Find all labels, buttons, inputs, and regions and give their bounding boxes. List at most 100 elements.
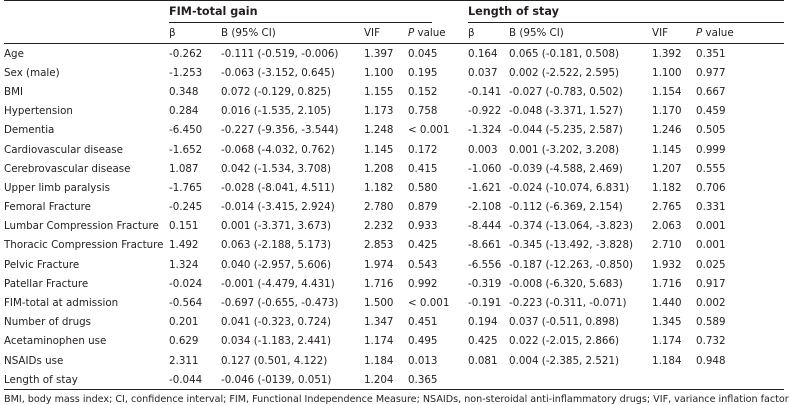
table-row: BMI 0.348 0.072 (-0.129, 0.825) 1.155 0.… xyxy=(4,82,784,101)
row-label: Lumbar Compression Fracture xyxy=(4,220,159,233)
table-row: Cardiovascular disease -1.652 -0.068 (-4… xyxy=(4,140,784,159)
header-los-p-value: P value xyxy=(696,22,785,44)
los-b-ci: 0.065 (-0.181, 0.508) xyxy=(509,47,620,60)
fim-p-value: 0.879 xyxy=(408,201,438,214)
fim-b-ci: 0.001 (-3.371, 3.673) xyxy=(221,220,332,233)
los-p-value: 0.001 xyxy=(696,220,726,233)
fim-beta: -0.024 xyxy=(169,277,203,290)
header-fim-vif: VIF xyxy=(364,22,408,44)
los-vif: 1.716 xyxy=(652,277,682,290)
table-row: Femoral Fracture -0.245 -0.014 (-3.415, … xyxy=(4,198,784,217)
los-b-ci: -0.187 (-12.263, -0.850) xyxy=(509,258,634,271)
fim-vif: 1.397 xyxy=(364,47,394,60)
los-beta: -0.319 xyxy=(468,277,502,290)
los-b-ci: -0.112 (-6.369, 2.154) xyxy=(509,201,623,214)
fim-vif: 1.145 xyxy=(364,143,394,156)
fim-vif: 1.974 xyxy=(364,258,394,271)
table-row: Number of drugs 0.201 0.041 (-0.323, 0.7… xyxy=(4,313,784,332)
los-beta: -0.141 xyxy=(468,85,502,98)
fim-beta: -0.044 xyxy=(169,370,221,391)
regression-table-container: FIM-total gain Length of stay β B (95% C… xyxy=(4,0,789,405)
row-label: Cerebrovascular disease xyxy=(4,162,131,175)
los-p-value: 0.001 xyxy=(696,239,726,252)
los-p-value: 0.002 xyxy=(696,297,726,310)
table-row: Upper limb paralysis -1.765 -0.028 (-8.0… xyxy=(4,178,784,197)
los-b-ci: 0.002 (-2.522, 2.595) xyxy=(509,66,620,79)
fim-vif: 2.232 xyxy=(364,220,394,233)
los-vif: 2.063 xyxy=(652,220,682,233)
los-p-value: 0.505 xyxy=(696,124,726,137)
fim-vif: 1.716 xyxy=(364,277,394,290)
fim-vif: 1.100 xyxy=(364,66,394,79)
fim-beta: 2.311 xyxy=(169,354,199,367)
los-beta: 0.081 xyxy=(468,354,498,367)
los-p-value: 0.977 xyxy=(696,66,726,79)
fim-p-value: 0.758 xyxy=(408,105,438,118)
fim-p-value: 0.933 xyxy=(408,220,438,233)
row-label: Number of drugs xyxy=(4,316,92,329)
los-b-ci xyxy=(509,370,653,391)
los-vif: 1.440 xyxy=(652,297,682,310)
fim-p-value: 0.013 xyxy=(408,354,438,367)
table-row: Acetaminophen use 0.629 0.034 (-1.183, 2… xyxy=(4,332,784,351)
los-beta: 0.003 xyxy=(468,143,498,156)
row-label: Thoracic Compression Fracture xyxy=(4,239,164,252)
fim-vif: 1.500 xyxy=(364,297,394,310)
table-row: Dementia -6.450 -0.227 (-9.356, -3.544) … xyxy=(4,121,784,140)
fim-beta: -0.262 xyxy=(169,47,203,60)
fim-beta: -1.652 xyxy=(169,143,203,156)
table-body: Age -0.262 -0.111 (-0.519, -0.006) 1.397… xyxy=(4,44,785,391)
los-b-ci: -0.044 (-5.235, 2.587) xyxy=(509,124,623,137)
column-header-row: β B (95% CI) VIF P value β B (95% CI) VI… xyxy=(4,22,785,44)
los-p-value: 0.667 xyxy=(696,85,726,98)
fim-b-ci: 0.072 (-0.129, 0.825) xyxy=(221,85,332,98)
fim-b-ci: 0.016 (-1.535, 2.105) xyxy=(221,105,332,118)
los-b-ci: 0.037 (-0.511, 0.898) xyxy=(509,316,620,329)
los-vif: 2.710 xyxy=(652,239,682,252)
fim-beta: 1.492 xyxy=(169,239,199,252)
header-los-b-ci: B (95% CI) xyxy=(509,22,653,44)
los-beta: 0.164 xyxy=(468,47,498,60)
table-row: Lumbar Compression Fracture 0.151 0.001 … xyxy=(4,217,784,236)
fim-beta: -0.245 xyxy=(169,201,203,214)
fim-vif: 1.182 xyxy=(364,181,394,194)
los-vif: 1.100 xyxy=(652,66,682,79)
header-los-beta: β xyxy=(468,22,510,44)
header-los-vif: VIF xyxy=(652,22,697,44)
los-vif: 1.182 xyxy=(652,181,682,194)
los-b-ci: 0.004 (-2.385, 2.521) xyxy=(509,354,620,367)
header-fim-p-value: P value xyxy=(408,22,469,44)
fim-b-ci: -0.697 (-0.655, -0.473) xyxy=(221,297,339,310)
regression-table: FIM-total gain Length of stay β B (95% C… xyxy=(4,1,785,391)
fim-b-ci: -0.063 (-3.152, 0.645) xyxy=(221,66,335,79)
los-b-ci: -0.345 (-13.492, -3.828) xyxy=(509,239,634,252)
fim-p-value: 0.045 xyxy=(408,47,438,60)
los-p-value: 0.999 xyxy=(696,143,726,156)
fim-beta: -0.564 xyxy=(169,297,203,310)
fim-p-value: 0.415 xyxy=(408,162,438,175)
table-footnote: BMI, body mass index; CI, confidence int… xyxy=(4,394,789,405)
los-b-ci: -0.374 (-13.064, -3.823) xyxy=(509,220,634,233)
los-b-ci: -0.008 (-6.320, 5.683) xyxy=(509,277,623,290)
los-beta: -8.661 xyxy=(468,239,502,252)
table-row: Thoracic Compression Fracture 1.492 0.06… xyxy=(4,236,784,255)
fim-vif: 1.184 xyxy=(364,354,394,367)
fim-p-value: 0.451 xyxy=(408,316,438,329)
los-vif xyxy=(652,370,697,391)
fim-b-ci: 0.063 (-2.188, 5.173) xyxy=(221,239,332,252)
fim-p-value: 0.365 xyxy=(408,370,469,391)
row-label: Dementia xyxy=(4,124,55,137)
los-vif: 1.174 xyxy=(652,335,682,348)
p-letter: P xyxy=(408,27,415,39)
los-vif: 1.932 xyxy=(652,258,682,271)
group-fim-total-gain: FIM-total gain xyxy=(169,1,433,23)
los-beta xyxy=(468,370,510,391)
row-label: Pelvic Fracture xyxy=(4,258,80,271)
fim-b-ci: -0.227 (-9.356, -3.544) xyxy=(221,124,339,137)
table-row: NSAIDs use 2.311 0.127 (0.501, 4.122) 1.… xyxy=(4,351,784,370)
los-p-value: 0.917 xyxy=(696,277,726,290)
fim-b-ci: 0.041 (-0.323, 0.724) xyxy=(221,316,332,329)
fim-vif: 1.208 xyxy=(364,162,394,175)
fim-vif: 1.155 xyxy=(364,85,394,98)
los-vif: 1.246 xyxy=(652,124,682,137)
